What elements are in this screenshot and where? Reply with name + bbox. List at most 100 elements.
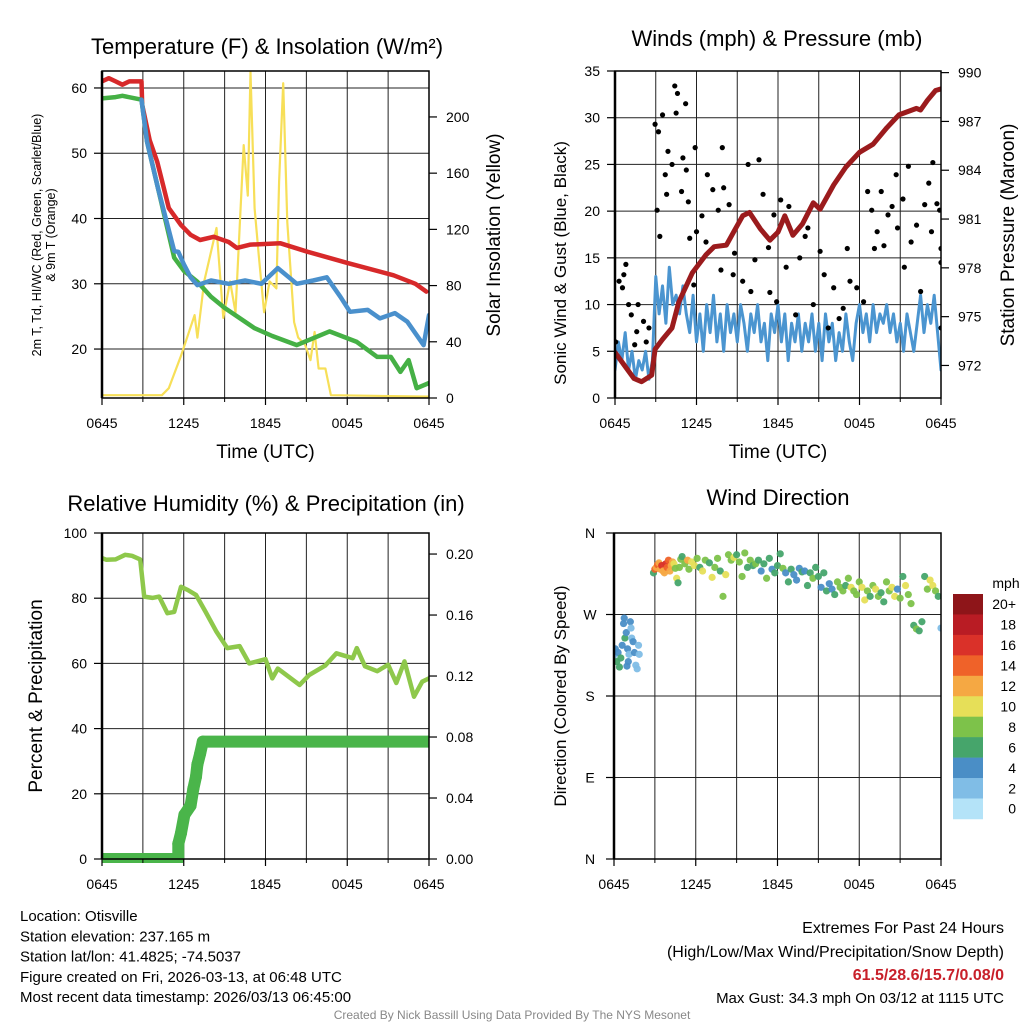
gust-point	[740, 278, 746, 284]
gust-point	[913, 222, 920, 228]
gust-point	[778, 197, 784, 203]
wind-direction-point	[690, 562, 698, 570]
y-tick-label: 20	[71, 341, 87, 357]
gust-point	[871, 245, 878, 252]
gust-point	[854, 285, 860, 291]
chart-title-winds: Winds (mph) & Pressure (mb)	[632, 26, 923, 51]
extremes-block: Extremes For Past 24 Hours (High/Low/Max …	[667, 920, 1004, 1007]
gust-point	[704, 172, 710, 178]
wind-direction-point	[634, 641, 643, 649]
wind-direction-point	[831, 590, 839, 599]
gust-point	[719, 145, 725, 151]
y2-tick-label: 0.04	[446, 790, 473, 806]
gust-point	[718, 267, 724, 273]
precip-point	[191, 758, 204, 771]
wind-direction-point	[622, 629, 630, 637]
gust-point	[765, 244, 772, 251]
gust-point	[745, 161, 751, 168]
colorbar-label: 14	[1000, 658, 1016, 674]
gust-point	[625, 301, 632, 308]
gust-point	[869, 207, 875, 213]
y-tick-label: 5	[592, 343, 600, 359]
chart-title-humidity: Relative Humidity (%) & Precipitation (i…	[67, 491, 464, 516]
y-tick-label: N	[585, 525, 595, 541]
wind-direction-point	[893, 585, 902, 593]
wind-direction-point	[814, 572, 822, 581]
series-station-pressure	[615, 86, 941, 385]
gust-point	[847, 278, 853, 284]
series-sonic-wind	[615, 265, 941, 381]
wind-direction-point	[765, 554, 773, 562]
wind-direction-point	[861, 596, 869, 604]
gust-point	[665, 148, 671, 154]
x-tick-label: 0645	[413, 876, 444, 892]
gust-point	[692, 145, 698, 151]
gust-point	[664, 191, 670, 197]
precip-point	[172, 837, 185, 850]
series-solar-insolation	[102, 70, 429, 398]
colorbar-label: 2	[1008, 780, 1016, 796]
colorbar-label: 12	[1000, 678, 1016, 694]
y-axis-label-temperature-line2: & 9m T (Orange)	[44, 188, 58, 281]
x-tick-label: 0045	[332, 876, 363, 892]
station-info-elevation: Station elevation: 237.165 m	[20, 928, 210, 945]
wind-direction-point	[888, 583, 896, 591]
wind-direction-point	[784, 578, 793, 586]
wind-direction-point	[844, 574, 852, 582]
gust-point	[767, 289, 773, 296]
wind-direction-point	[660, 569, 669, 577]
wind-direction-point	[763, 574, 771, 582]
chart-title-wind-direction: Wind Direction	[706, 485, 849, 510]
y-tick-label: 40	[71, 721, 87, 737]
colorbar-label: 16	[1000, 637, 1016, 653]
extremes-heading: Extremes For Past 24 Hours	[802, 920, 1004, 937]
x-axis-label: Time (UTC)	[216, 442, 315, 463]
wind-direction-point	[757, 567, 765, 575]
y2-tick-label: 0	[446, 390, 454, 406]
x-tick-label: 1245	[168, 876, 199, 892]
y-tick-label: 15	[584, 250, 600, 266]
gust-point	[874, 229, 880, 235]
gust-point	[710, 187, 716, 193]
y2-tick-label: 975	[958, 309, 982, 325]
y2-tick-label: 990	[958, 65, 982, 81]
x-tick-label: 0045	[844, 876, 875, 892]
wind-direction-point	[760, 560, 768, 568]
data-layer	[102, 70, 429, 398]
wind-direction-point	[882, 578, 891, 586]
wind-direction-point	[675, 563, 684, 572]
y2-tick-label: 987	[958, 113, 982, 129]
precip-point	[423, 735, 429, 748]
y-tick-label: N	[585, 851, 595, 867]
y-tick-label: 80	[71, 590, 87, 606]
colorbar-label: 20+	[992, 596, 1016, 612]
y2-tick-label: 972	[958, 357, 982, 373]
gust-point	[752, 257, 758, 263]
gust-point	[928, 229, 935, 235]
y-tick-label: 40	[71, 211, 87, 227]
gust-point	[900, 196, 906, 202]
chart-title-temperature: Temperature (F) & Insolation (W/m²)	[91, 34, 443, 59]
gust-point	[860, 299, 867, 305]
wind-direction-point	[852, 590, 861, 599]
wind-direction-point	[627, 624, 635, 632]
data-layer	[615, 83, 941, 385]
wind-direction-point	[926, 576, 934, 584]
gust-point	[693, 229, 700, 235]
station-info-location: Location: Otisville	[20, 908, 138, 925]
precip-point	[178, 808, 191, 821]
precip-point	[194, 747, 207, 760]
panel-1: 0645 1245 1845 0045 0645 20 30 40 50 60 0 40 80 120 16…	[71, 70, 470, 431]
wind-direction-point	[863, 587, 872, 595]
gust-point	[643, 339, 649, 345]
y2-tick-label: 978	[958, 260, 982, 276]
station-info-created: Figure created on Fri, 2026-03-13, at 06…	[20, 969, 342, 986]
y-tick-label: 50	[71, 145, 87, 161]
wind-direction-point	[746, 556, 754, 564]
gust-point	[922, 202, 928, 208]
wind-direction-point	[666, 567, 674, 575]
colorbar-swatch	[953, 757, 983, 779]
wind-direction-point	[872, 585, 880, 593]
precip-point	[196, 735, 209, 748]
